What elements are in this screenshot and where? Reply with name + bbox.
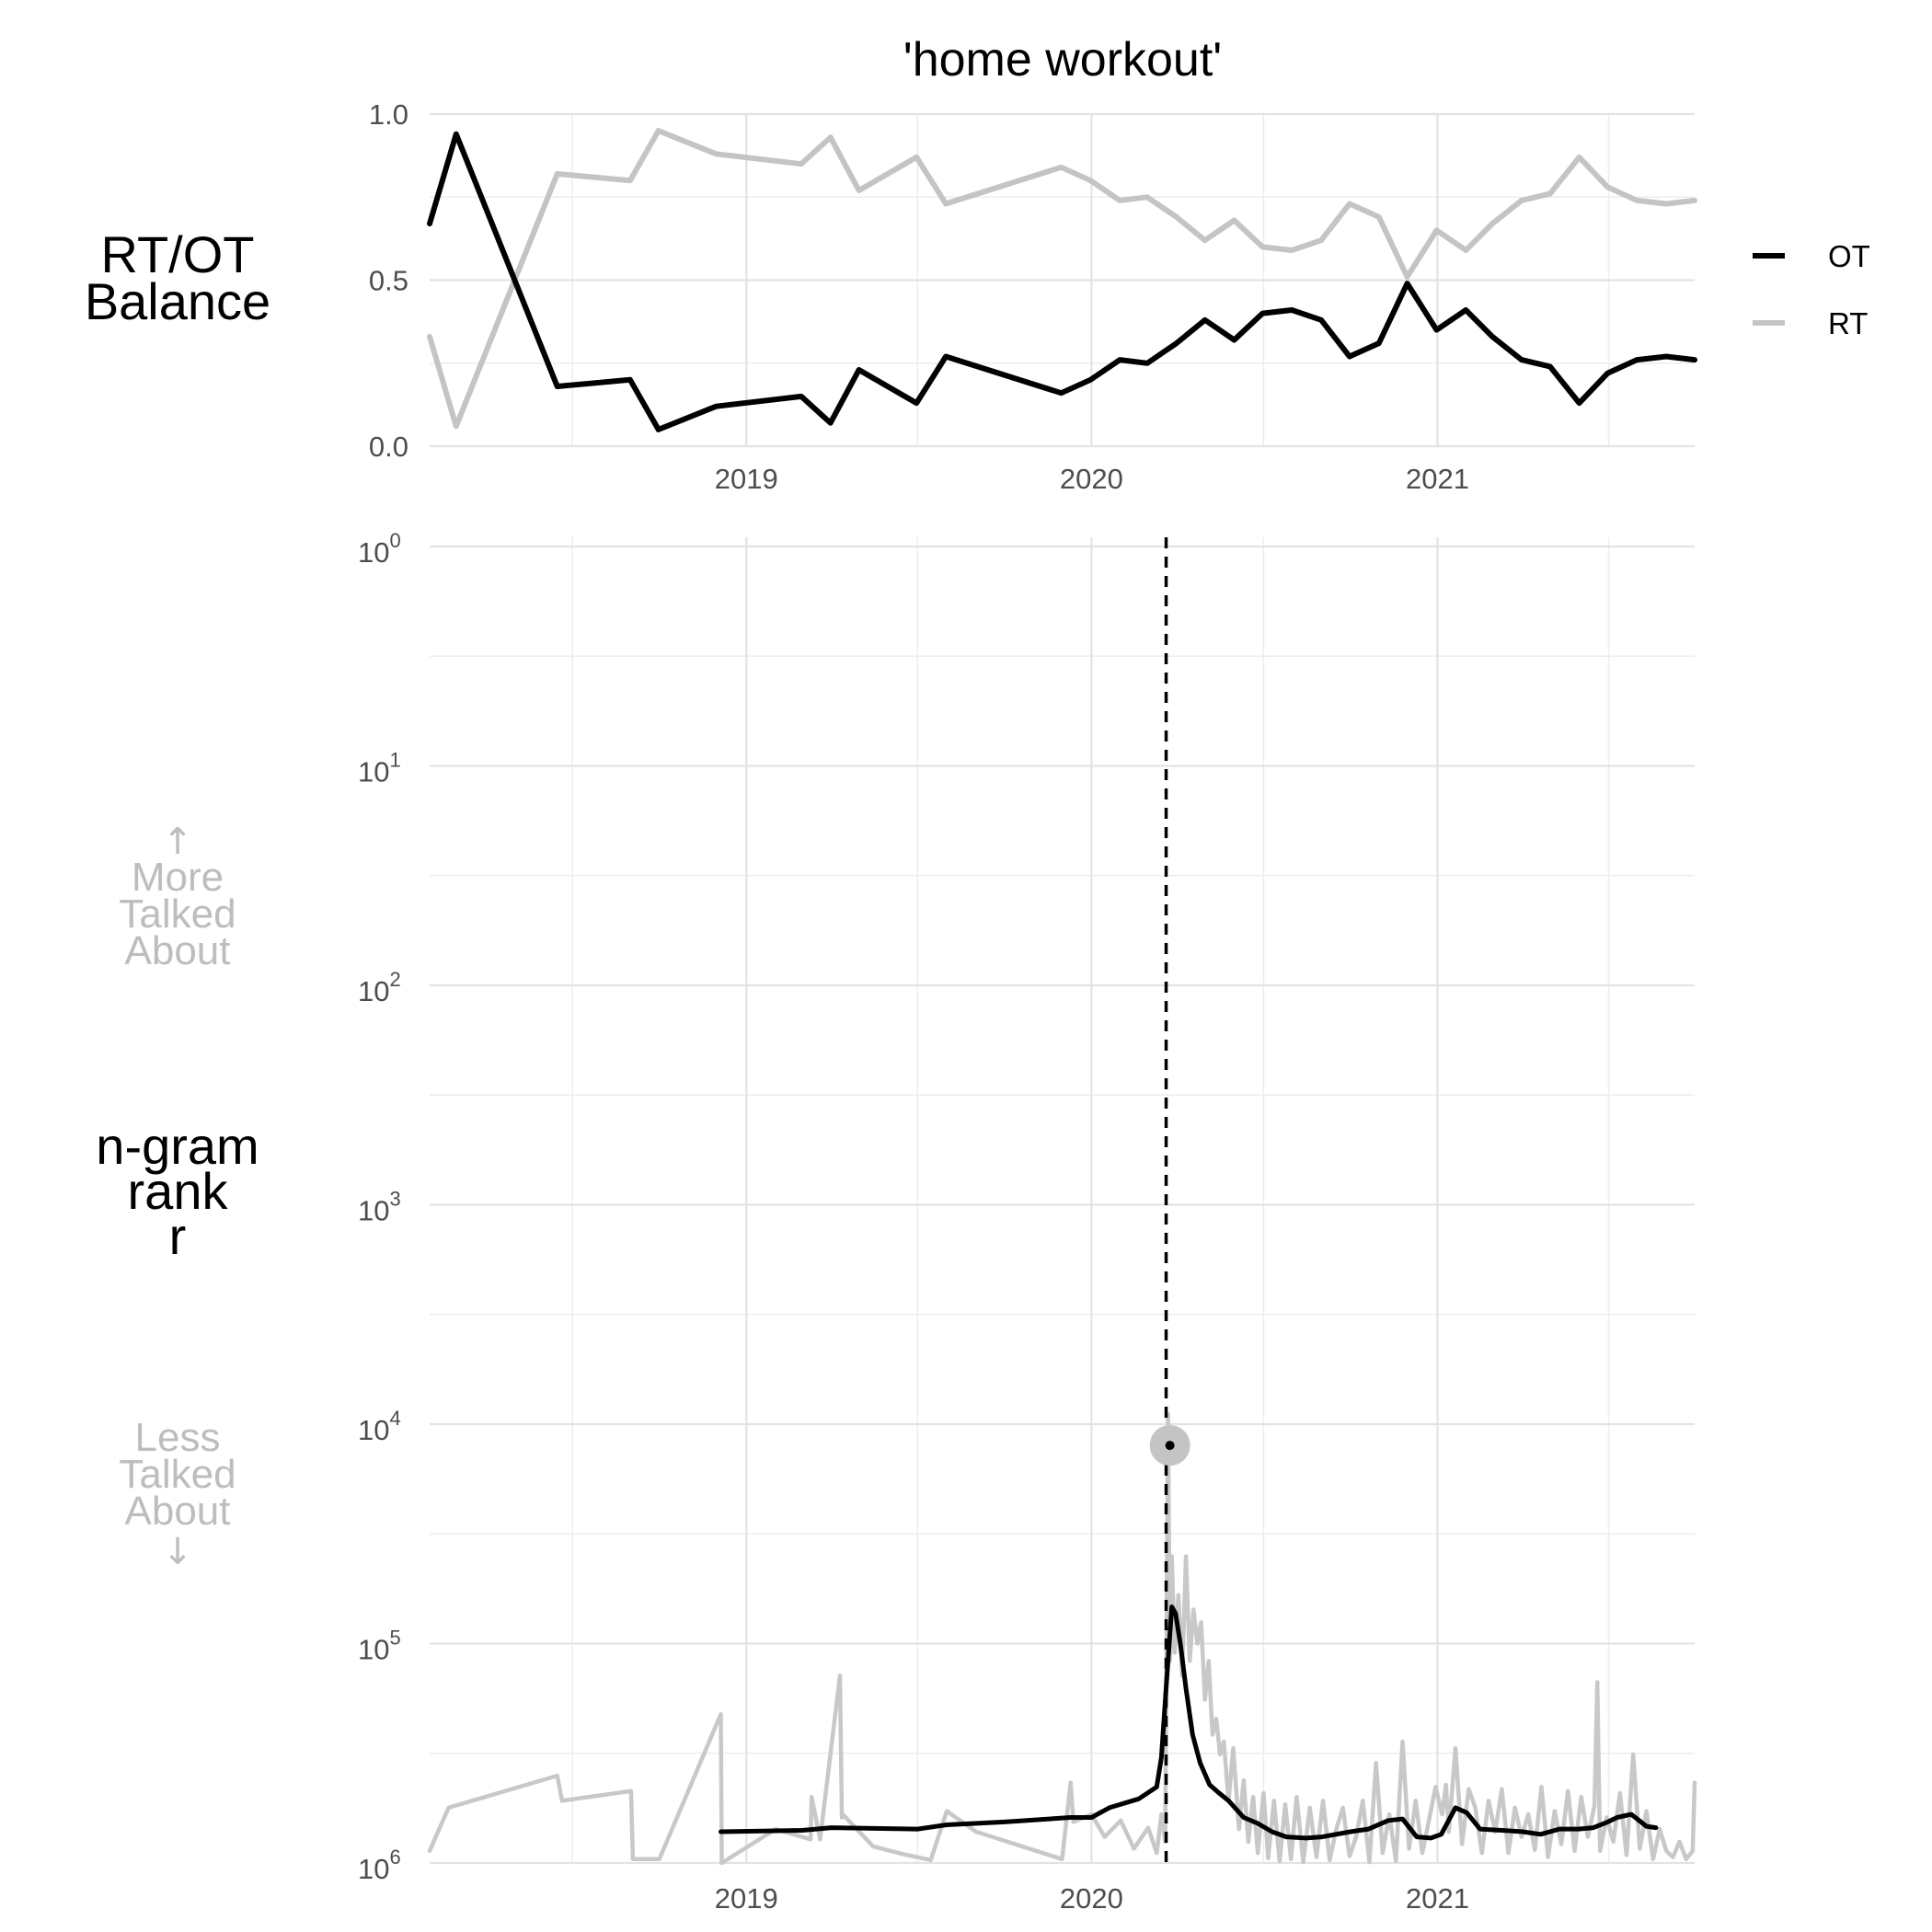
rank-x-tick-label: 2020 [1060, 1882, 1123, 1915]
balance-ylabel-line2: Balance [85, 272, 270, 330]
less-arrow: ↓ [162, 1531, 193, 1573]
less-line2: Talked [119, 1452, 236, 1497]
balance-y-tick-label: 0.5 [369, 265, 408, 297]
balance-ylabel-line1: RT/OT [101, 225, 255, 283]
balance-x-tick-label: 2020 [1060, 463, 1123, 495]
rank-y-tick-label: 100 [358, 529, 401, 569]
balance-grid [430, 112, 1695, 448]
more-line1: More [132, 855, 224, 900]
rank-ylabel-line1: n-gram [96, 1117, 259, 1175]
rank-y-tick-label: 103 [358, 1188, 401, 1227]
more-talked-annotation: ↑ More Talked About [119, 821, 236, 973]
more-line3: About [125, 928, 231, 973]
legend-label-ot: OT [1828, 239, 1870, 273]
rank-x-tick-label: 2021 [1406, 1882, 1469, 1915]
rank-y-tick-label: 106 [358, 1846, 401, 1885]
balance-series [427, 128, 1697, 432]
rank-y-tick-label: 102 [358, 968, 401, 1007]
rank-ylabel: n-gram rank r [96, 1117, 259, 1265]
balance-x-tick-label: 2021 [1406, 463, 1469, 495]
rank-y-tick-label: 101 [358, 749, 401, 788]
more-line2: Talked [119, 891, 236, 937]
chart-title: 'home workout' [903, 33, 1222, 86]
rank-y-ticks: 100 101 102 103 104 105 106 [358, 529, 401, 1885]
rank-line-rt [427, 1411, 1697, 1866]
balance-y-ticks: 0.0 0.5 1.0 [369, 98, 408, 463]
balance-y-tick-label: 0.0 [369, 431, 408, 463]
rank-ylabel-line3: r [169, 1207, 187, 1265]
less-line1: Less [135, 1415, 221, 1460]
legend: OT RT [1753, 239, 1870, 340]
less-line3: About [125, 1489, 231, 1534]
peak-marker-dot [1165, 1441, 1175, 1451]
rank-x-tick-label: 2019 [715, 1882, 778, 1915]
rank-x-ticks: 2019 2020 2021 [715, 1882, 1469, 1915]
balance-line-rt [427, 128, 1697, 430]
balance-ylabel: RT/OT Balance [85, 225, 270, 330]
rank-line-ot [719, 1604, 1659, 1841]
less-talked-annotation: Less Talked About ↓ [119, 1415, 236, 1573]
rank-y-tick-label: 105 [358, 1627, 401, 1666]
rank-grid [430, 537, 1695, 1865]
rank-series [427, 1411, 1697, 1866]
balance-x-tick-label: 2019 [715, 463, 778, 495]
legend-label-rt: RT [1828, 306, 1868, 340]
rank-ylabel-line2: rank [128, 1162, 229, 1220]
more-arrow: ↑ [162, 821, 193, 863]
rank-y-tick-label: 104 [358, 1407, 401, 1446]
balance-x-ticks: 2019 2020 2021 [715, 463, 1469, 495]
rank-annotations [1149, 537, 1190, 1863]
balance-y-tick-label: 1.0 [369, 98, 408, 131]
balance-line-ot [427, 131, 1697, 432]
